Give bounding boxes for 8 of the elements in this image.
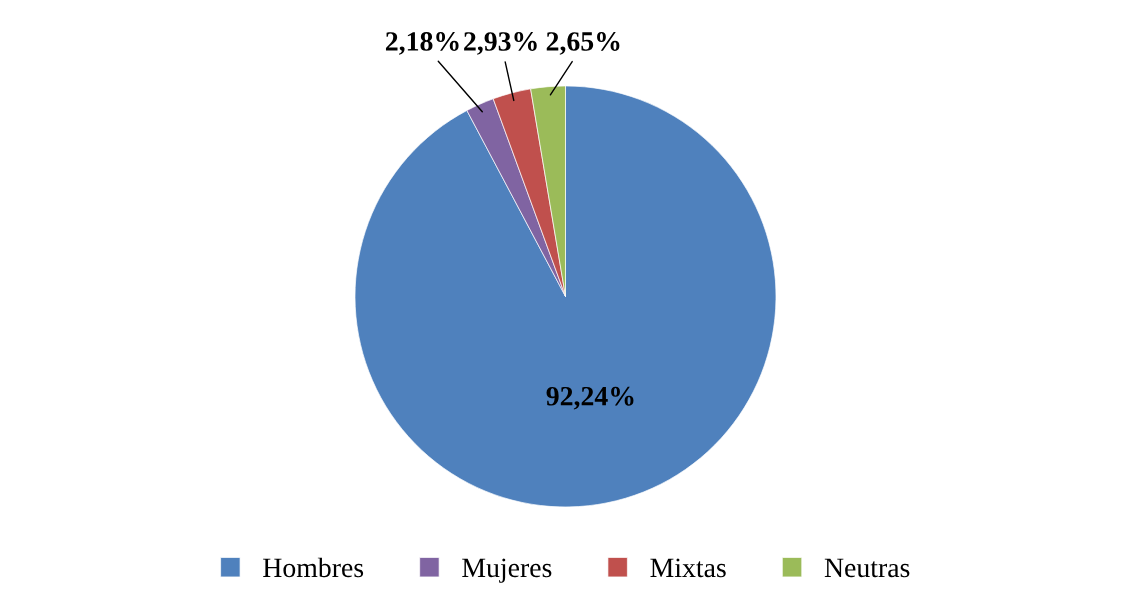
legend-label: Neutras: [824, 558, 910, 578]
legend-label: Mixtas: [650, 558, 726, 578]
data-label: 92,24%: [546, 386, 634, 410]
legend-label: Hombres: [263, 557, 364, 578]
legend-label: Mujeres: [462, 558, 552, 583]
data-label: 2,93%: [464, 32, 537, 55]
data-label: 2,65%: [546, 32, 620, 55]
data-label: 2,18%: [385, 32, 459, 55]
